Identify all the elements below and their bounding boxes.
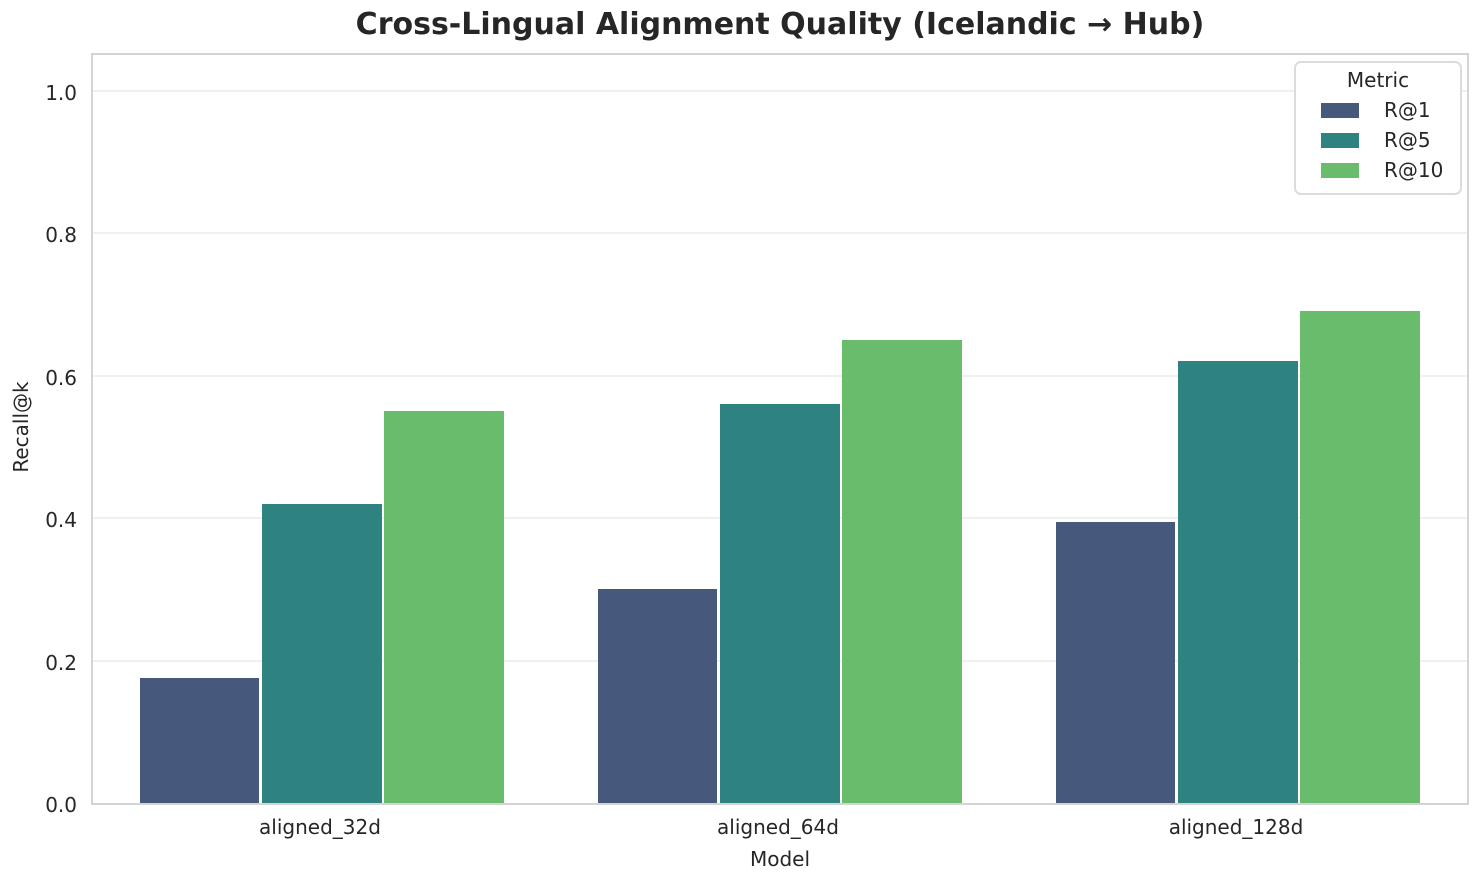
bar-aligned_128d-R@1 [1055,521,1176,803]
plot-area [91,53,1469,805]
legend-swatch-icon [1321,132,1359,148]
legend-swatch-icon [1321,162,1359,178]
legend: Metric R@1 R@5 R@10 [1294,61,1462,195]
legend-item-R@10: R@10 [1296,155,1460,185]
bar-aligned_32d-R@10 [384,411,504,803]
bar-aligned_64d-R@1 [597,589,718,803]
bar-aligned_128d-R@10 [1300,311,1420,803]
x-axis-tick-labels: aligned_32d aligned_64d aligned_128d [91,815,1469,843]
x-tick-label: aligned_128d [1168,815,1304,839]
y-tick-label: 0.2 [45,650,77,675]
legend-item-label: R@1 [1384,98,1431,122]
legend-title: Metric [1346,68,1410,92]
legend-item-label: R@5 [1384,128,1431,152]
legend-item-label: R@10 [1384,158,1444,182]
bar-aligned_64d-R@10 [842,339,962,803]
gridline [93,374,1467,377]
bar-aligned_32d-R@5 [261,503,382,803]
legend-swatch-icon [1321,102,1359,118]
y-tick-label: 0.6 [45,365,77,390]
legend-items: R@1 R@5 R@10 [1296,95,1460,185]
y-axis-tick-labels: 0.0 0.2 0.4 0.6 0.8 1.0 [0,53,77,817]
gridline [93,232,1467,235]
bar-aligned_32d-R@1 [139,678,260,803]
x-axis-label: Model [749,847,811,871]
x-tick-label: aligned_32d [259,815,381,839]
y-tick-label: 0.0 [45,793,77,817]
x-tick-label: aligned_64d [717,815,839,839]
chart-title: Cross-Lingual Alignment Quality (Iceland… [355,7,1205,42]
legend-item-R@5: R@5 [1296,125,1460,155]
y-axis-label: Recall@k [9,381,33,473]
y-tick-label: 0.4 [45,508,77,533]
bar-aligned_64d-R@5 [719,404,840,803]
legend-item-R@1: R@1 [1296,95,1460,125]
bar-aligned_128d-R@5 [1177,361,1298,803]
y-tick-label: 1.0 [45,80,77,105]
y-tick-label: 0.8 [45,223,77,248]
gridline [93,89,1467,92]
